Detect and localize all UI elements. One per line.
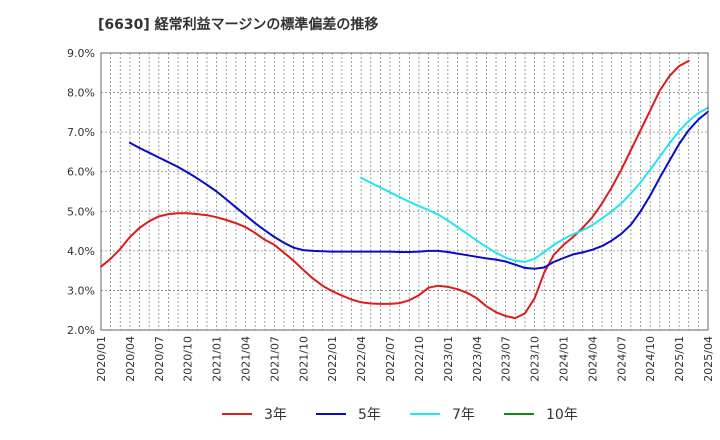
series-line-7年 (360, 106, 709, 263)
x-tick-label: 2022/01 (326, 336, 339, 382)
plot-area (101, 53, 708, 330)
series-line-5年 (128, 110, 709, 270)
x-tick-label: 2020/07 (153, 336, 166, 382)
y-tick-label: 9.0% (67, 47, 95, 60)
x-tick-label: 2021/10 (297, 336, 310, 382)
series-line-3年 (100, 59, 690, 320)
x-tick-label: 2021/04 (240, 336, 253, 382)
x-tick-label: 2021/01 (211, 336, 224, 382)
x-tick-label: 2022/07 (384, 336, 397, 382)
x-tick-label: 2024/10 (644, 336, 657, 382)
plot-border (100, 52, 709, 331)
y-tick-label: 2.0% (67, 324, 95, 337)
x-tick-label: 2025/04 (702, 336, 715, 382)
y-tick-label: 4.0% (67, 245, 95, 258)
y-tick-label: 3.0% (67, 284, 95, 297)
x-tick-label: 2020/01 (95, 336, 108, 382)
x-tick-label: 2023/04 (471, 336, 484, 382)
x-tick-label: 2024/07 (615, 336, 628, 382)
x-tick-label: 2020/10 (182, 336, 195, 382)
x-tick-label: 2025/01 (673, 336, 686, 382)
y-tick-label: 7.0% (67, 126, 95, 139)
chart-title: [6630] 経常利益マージンの標準偏差の推移 (98, 17, 379, 33)
x-tick-label: 2024/01 (557, 336, 570, 382)
x-tick-label: 2022/10 (413, 336, 426, 382)
y-tick-label: 6.0% (67, 166, 95, 179)
y-tick-label: 8.0% (67, 87, 95, 100)
legend-label-3年: 3年 (264, 407, 287, 423)
legend-label-10年: 10年 (546, 407, 578, 423)
x-tick-label: 2021/07 (268, 336, 281, 382)
x-tick-label: 2020/04 (124, 336, 137, 382)
y-tick-label: 5.0% (67, 205, 95, 218)
x-tick-label: 2023/01 (442, 336, 455, 382)
x-tick-label: 2022/04 (355, 336, 368, 382)
legend-label-5年: 5年 (358, 407, 381, 423)
x-tick-label: 2023/10 (529, 336, 542, 382)
legend-label-7年: 7年 (452, 407, 475, 423)
x-tick-label: 2024/04 (586, 336, 599, 382)
x-tick-label: 2023/07 (500, 336, 513, 382)
